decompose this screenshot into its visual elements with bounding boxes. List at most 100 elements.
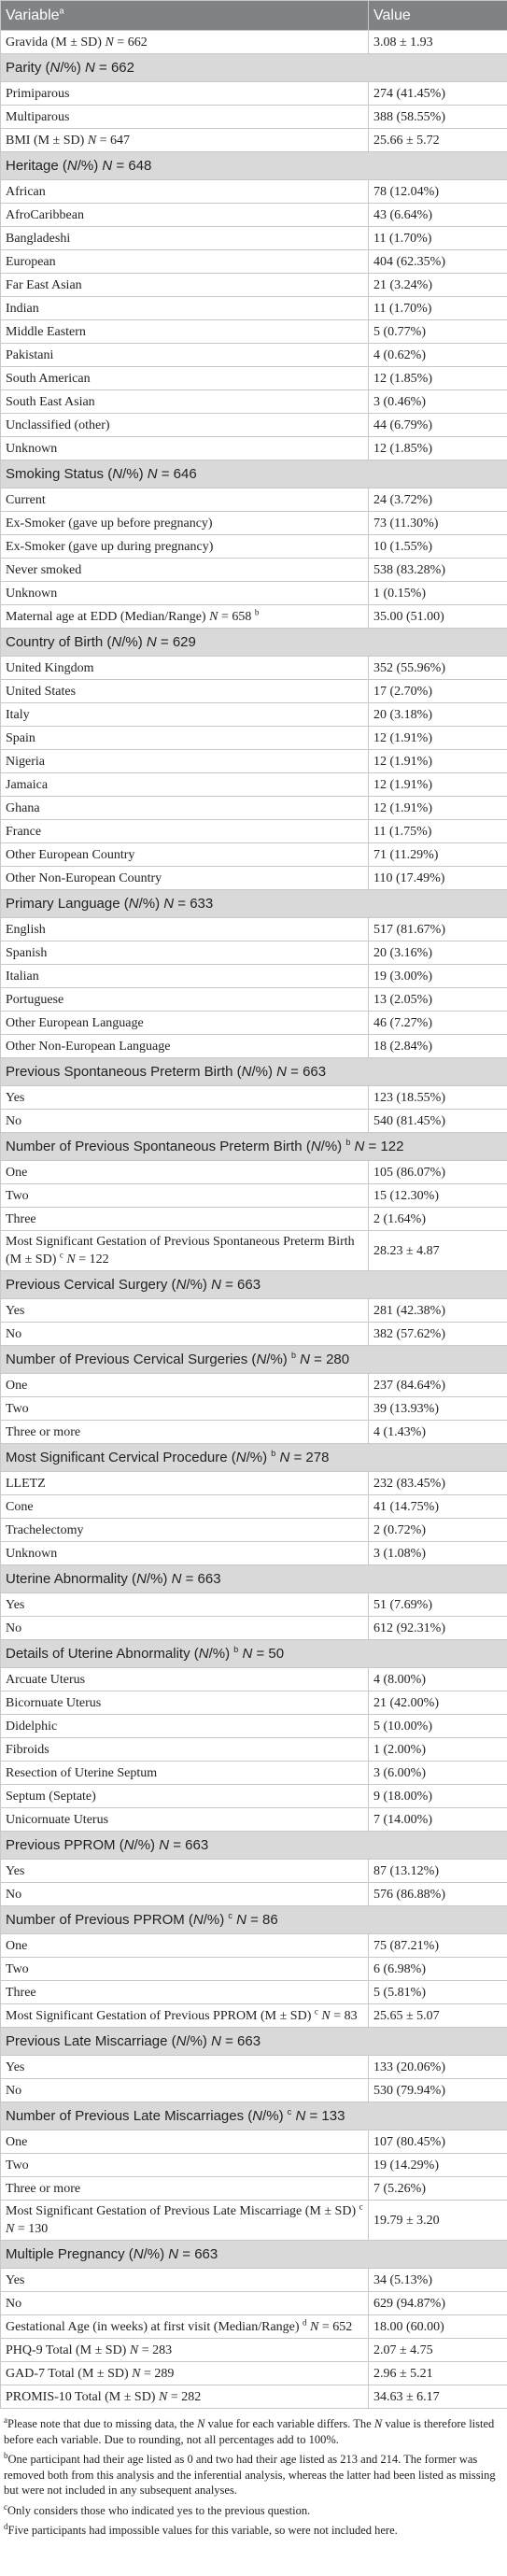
value-cell: 4 (1.43%): [368, 1420, 507, 1444]
variable-cell: Most Significant Gestation of Previous P…: [0, 2003, 369, 2028]
value-cell: 21 (42.00%): [368, 1691, 507, 1715]
data-row: Primiparous 274 (41.45%): [0, 81, 507, 106]
data-row: LLETZ 232 (83.45%): [0, 1471, 507, 1495]
label-text: Heritage (N/%) N = 648: [6, 158, 152, 174]
label-text: Didelphic: [6, 1719, 58, 1734]
variable-cell: PROMIS-10 Total (M ± SD) N = 282: [0, 2385, 369, 2409]
section-heading: Number of Previous PPROM (N/%) c N = 86: [0, 1905, 507, 1934]
data-row: Two 19 (14.29%): [0, 2153, 507, 2177]
data-row: Bicornuate Uterus 21 (42.00%): [0, 1691, 507, 1715]
label-text: PROMIS-10 Total (M ± SD) N = 282: [6, 2389, 202, 2404]
label-text: Maternal age at EDD (Median/Range) N = 6…: [6, 609, 252, 624]
value-cell: 35.00 (51.00): [368, 604, 507, 629]
label-text: Yes: [6, 1597, 25, 1612]
value-cell: 352 (55.96%): [368, 656, 507, 680]
data-row: GAD-7 Total (M ± SD) N = 289 2.96 ± 5.21: [0, 2361, 507, 2385]
value-cell: 3 (1.08%): [368, 1541, 507, 1565]
label-text: Ex-Smoker (gave up during pregnancy): [6, 539, 214, 554]
value-cell: 12 (1.85%): [368, 366, 507, 390]
header-row: Variablea Value: [0, 0, 507, 31]
label-text: Ex-Smoker (gave up before pregnancy): [6, 516, 213, 531]
section-row: Primary Language (N/%) N = 633: [0, 889, 507, 918]
value-cell: 4 (0.62%): [368, 343, 507, 367]
data-row: One 237 (84.64%): [0, 1373, 507, 1397]
data-row: Spanish 20 (3.16%): [0, 941, 507, 965]
label-text: GAD-7 Total (M ± SD) N = 289: [6, 2366, 175, 2381]
section-heading: Uterine Abnormality (N/%) N = 663: [0, 1564, 507, 1593]
data-row: No 382 (57.62%): [0, 1322, 507, 1346]
section-row: Number of Previous PPROM (N/%) c N = 86: [0, 1905, 507, 1934]
label-text: BMI (M ± SD) N = 647: [6, 133, 131, 148]
data-row: South American 12 (1.85%): [0, 366, 507, 390]
footnote-mark: c: [314, 2005, 318, 2016]
data-row: Two 39 (13.93%): [0, 1396, 507, 1421]
data-row: Pakistani 4 (0.62%): [0, 343, 507, 367]
variable-cell: Yes: [0, 1298, 369, 1323]
variable-cell: Italian: [0, 964, 369, 988]
footnote-mark: b: [4, 2450, 8, 2460]
footnotes: aPlease note that due to missing data, t…: [0, 2409, 507, 2539]
label-text: Uterine Abnormality (N/%) N = 663: [6, 1571, 221, 1587]
data-row: Other European Language 46 (7.27%): [0, 1011, 507, 1035]
variable-cell: Unclassified (other): [0, 413, 369, 437]
value-cell: 13 (2.05%): [368, 987, 507, 1012]
label-text: Multiple Pregnancy (N/%) N = 663: [6, 2246, 218, 2262]
section-row: Previous Spontaneous Preterm Birth (N/%)…: [0, 1057, 507, 1086]
data-row: Trachelectomy 2 (0.72%): [0, 1518, 507, 1542]
value-cell: 274 (41.45%): [368, 81, 507, 106]
label-text: Unicornuate Uterus: [6, 1812, 109, 1827]
value-cell: 25.66 ± 5.72: [368, 128, 507, 152]
data-row: Yes 281 (42.38%): [0, 1298, 507, 1323]
section-row: Previous PPROM (N/%) N = 663: [0, 1831, 507, 1860]
section-heading: Previous Late Miscarriage (N/%) N = 663: [0, 2027, 507, 2056]
value-cell: 4 (8.00%): [368, 1667, 507, 1691]
data-row: Bangladeshi 11 (1.70%): [0, 226, 507, 250]
label-text: Primiparous: [6, 86, 70, 101]
footnote: dFive participants had impossible values…: [4, 2522, 503, 2539]
label-text: No: [6, 1326, 22, 1341]
label-text: Indian: [6, 301, 39, 316]
data-row: Unicornuate Uterus 7 (14.00%): [0, 1807, 507, 1832]
data-row: Nigeria 12 (1.91%): [0, 749, 507, 773]
variable-cell: European: [0, 249, 369, 274]
data-row: Didelphic 5 (10.00%): [0, 1714, 507, 1738]
label-text: Bangladeshi: [6, 231, 71, 246]
label-text: Arcuate Uterus: [6, 1672, 86, 1687]
data-row: Portuguese 13 (2.05%): [0, 987, 507, 1012]
section-row: Multiple Pregnancy (N/%) N = 663: [0, 2240, 507, 2269]
label-text: Most Significant Gestation of Previous S…: [6, 1235, 355, 1267]
data-row: Unknown 1 (0.15%): [0, 581, 507, 605]
data-row: English 517 (81.67%): [0, 917, 507, 941]
label-text: Gestational Age (in weeks) at first visi…: [6, 2319, 300, 2334]
data-row: No 530 (79.94%): [0, 2078, 507, 2102]
value-cell: 71 (11.29%): [368, 842, 507, 867]
value-cell: 19.79 ± 3.20: [368, 2200, 507, 2241]
variable-cell: One: [0, 1933, 369, 1958]
variable-cell: Multiparous: [0, 105, 369, 129]
label-text: Smoking Status (N/%) N = 646: [6, 466, 197, 482]
value-cell: 232 (83.45%): [368, 1471, 507, 1495]
n-count: N = 130: [6, 2222, 49, 2236]
section-heading: Previous PPROM (N/%) N = 663: [0, 1831, 507, 1860]
variable-cell: Unicornuate Uterus: [0, 1807, 369, 1832]
value-cell: 5 (5.81%): [368, 1980, 507, 2004]
label-text: Jamaica: [6, 777, 49, 792]
variable-cell: Two: [0, 1957, 369, 1981]
label-text: No: [6, 1887, 22, 1902]
footnote-mark: c: [287, 2107, 292, 2116]
data-row: Arcuate Uterus 4 (8.00%): [0, 1667, 507, 1691]
variable-cell: Jamaica: [0, 772, 369, 797]
label-text: Fibroids: [6, 1742, 49, 1757]
label-text: Other Non-European Language: [6, 1039, 171, 1054]
value-cell: 15 (12.30%): [368, 1183, 507, 1208]
label-text: One: [6, 1938, 28, 1953]
variable-cell: Unknown: [0, 581, 369, 605]
variable-cell: South East Asian: [0, 389, 369, 414]
section-row: Number of Previous Spontaneous Preterm B…: [0, 1132, 507, 1161]
value-cell: 18.00 (60.00): [368, 2314, 507, 2339]
value-cell: 12 (1.91%): [368, 772, 507, 797]
label-text: No: [6, 1113, 22, 1128]
label-text: Parity (N/%) N = 662: [6, 60, 134, 76]
label-text: Primary Language (N/%) N = 633: [6, 896, 214, 912]
